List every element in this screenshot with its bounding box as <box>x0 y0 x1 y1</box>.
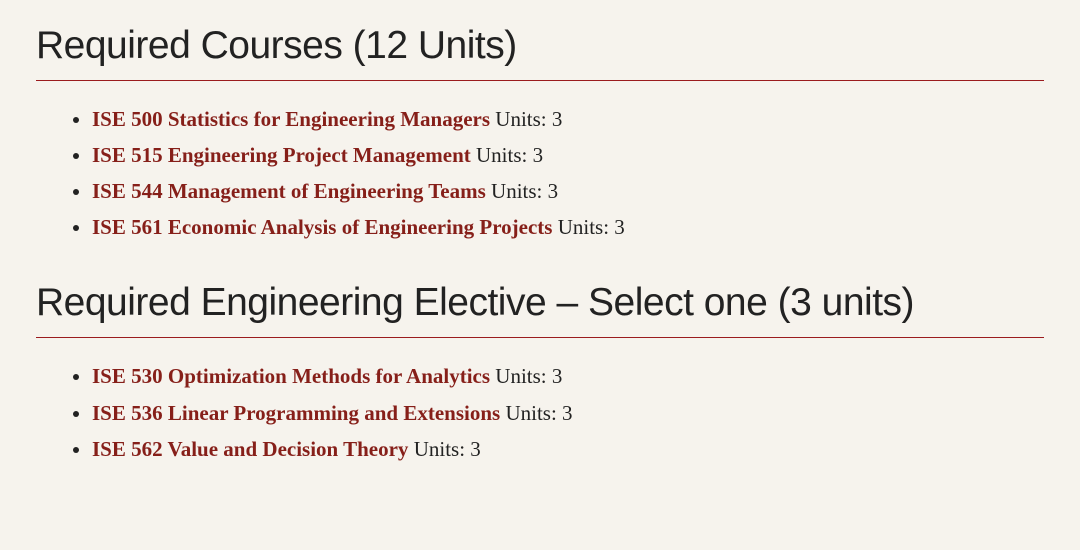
course-units: Units: 3 <box>486 179 558 203</box>
list-item: ISE 536 Linear Programming and Extension… <box>92 395 1044 431</box>
course-link[interactable]: ISE 500 Statistics for Engineering Manag… <box>92 107 490 131</box>
course-units: Units: 3 <box>408 437 480 461</box>
section-divider <box>36 337 1044 338</box>
section-heading-elective: Required Engineering Elective – Select o… <box>36 281 1044 325</box>
required-course-list: ISE 500 Statistics for Engineering Manag… <box>36 101 1044 245</box>
course-units: Units: 3 <box>490 107 562 131</box>
course-units: Units: 3 <box>500 401 572 425</box>
course-link[interactable]: ISE 515 Engineering Project Management <box>92 143 471 167</box>
section-divider <box>36 80 1044 81</box>
course-link[interactable]: ISE 561 Economic Analysis of Engineering… <box>92 215 552 239</box>
list-item: ISE 500 Statistics for Engineering Manag… <box>92 101 1044 137</box>
list-item: ISE 530 Optimization Methods for Analyti… <box>92 358 1044 394</box>
elective-course-list: ISE 530 Optimization Methods for Analyti… <box>36 358 1044 466</box>
course-units: Units: 3 <box>490 364 562 388</box>
course-link[interactable]: ISE 562 Value and Decision Theory <box>92 437 408 461</box>
section-heading-required: Required Courses (12 Units) <box>36 24 1044 68</box>
course-link[interactable]: ISE 530 Optimization Methods for Analyti… <box>92 364 490 388</box>
list-item: ISE 561 Economic Analysis of Engineering… <box>92 209 1044 245</box>
course-units: Units: 3 <box>471 143 543 167</box>
course-units: Units: 3 <box>552 215 624 239</box>
list-item: ISE 562 Value and Decision Theory Units:… <box>92 431 1044 467</box>
list-item: ISE 515 Engineering Project Management U… <box>92 137 1044 173</box>
course-link[interactable]: ISE 536 Linear Programming and Extension… <box>92 401 500 425</box>
course-link[interactable]: ISE 544 Management of Engineering Teams <box>92 179 486 203</box>
list-item: ISE 544 Management of Engineering Teams … <box>92 173 1044 209</box>
